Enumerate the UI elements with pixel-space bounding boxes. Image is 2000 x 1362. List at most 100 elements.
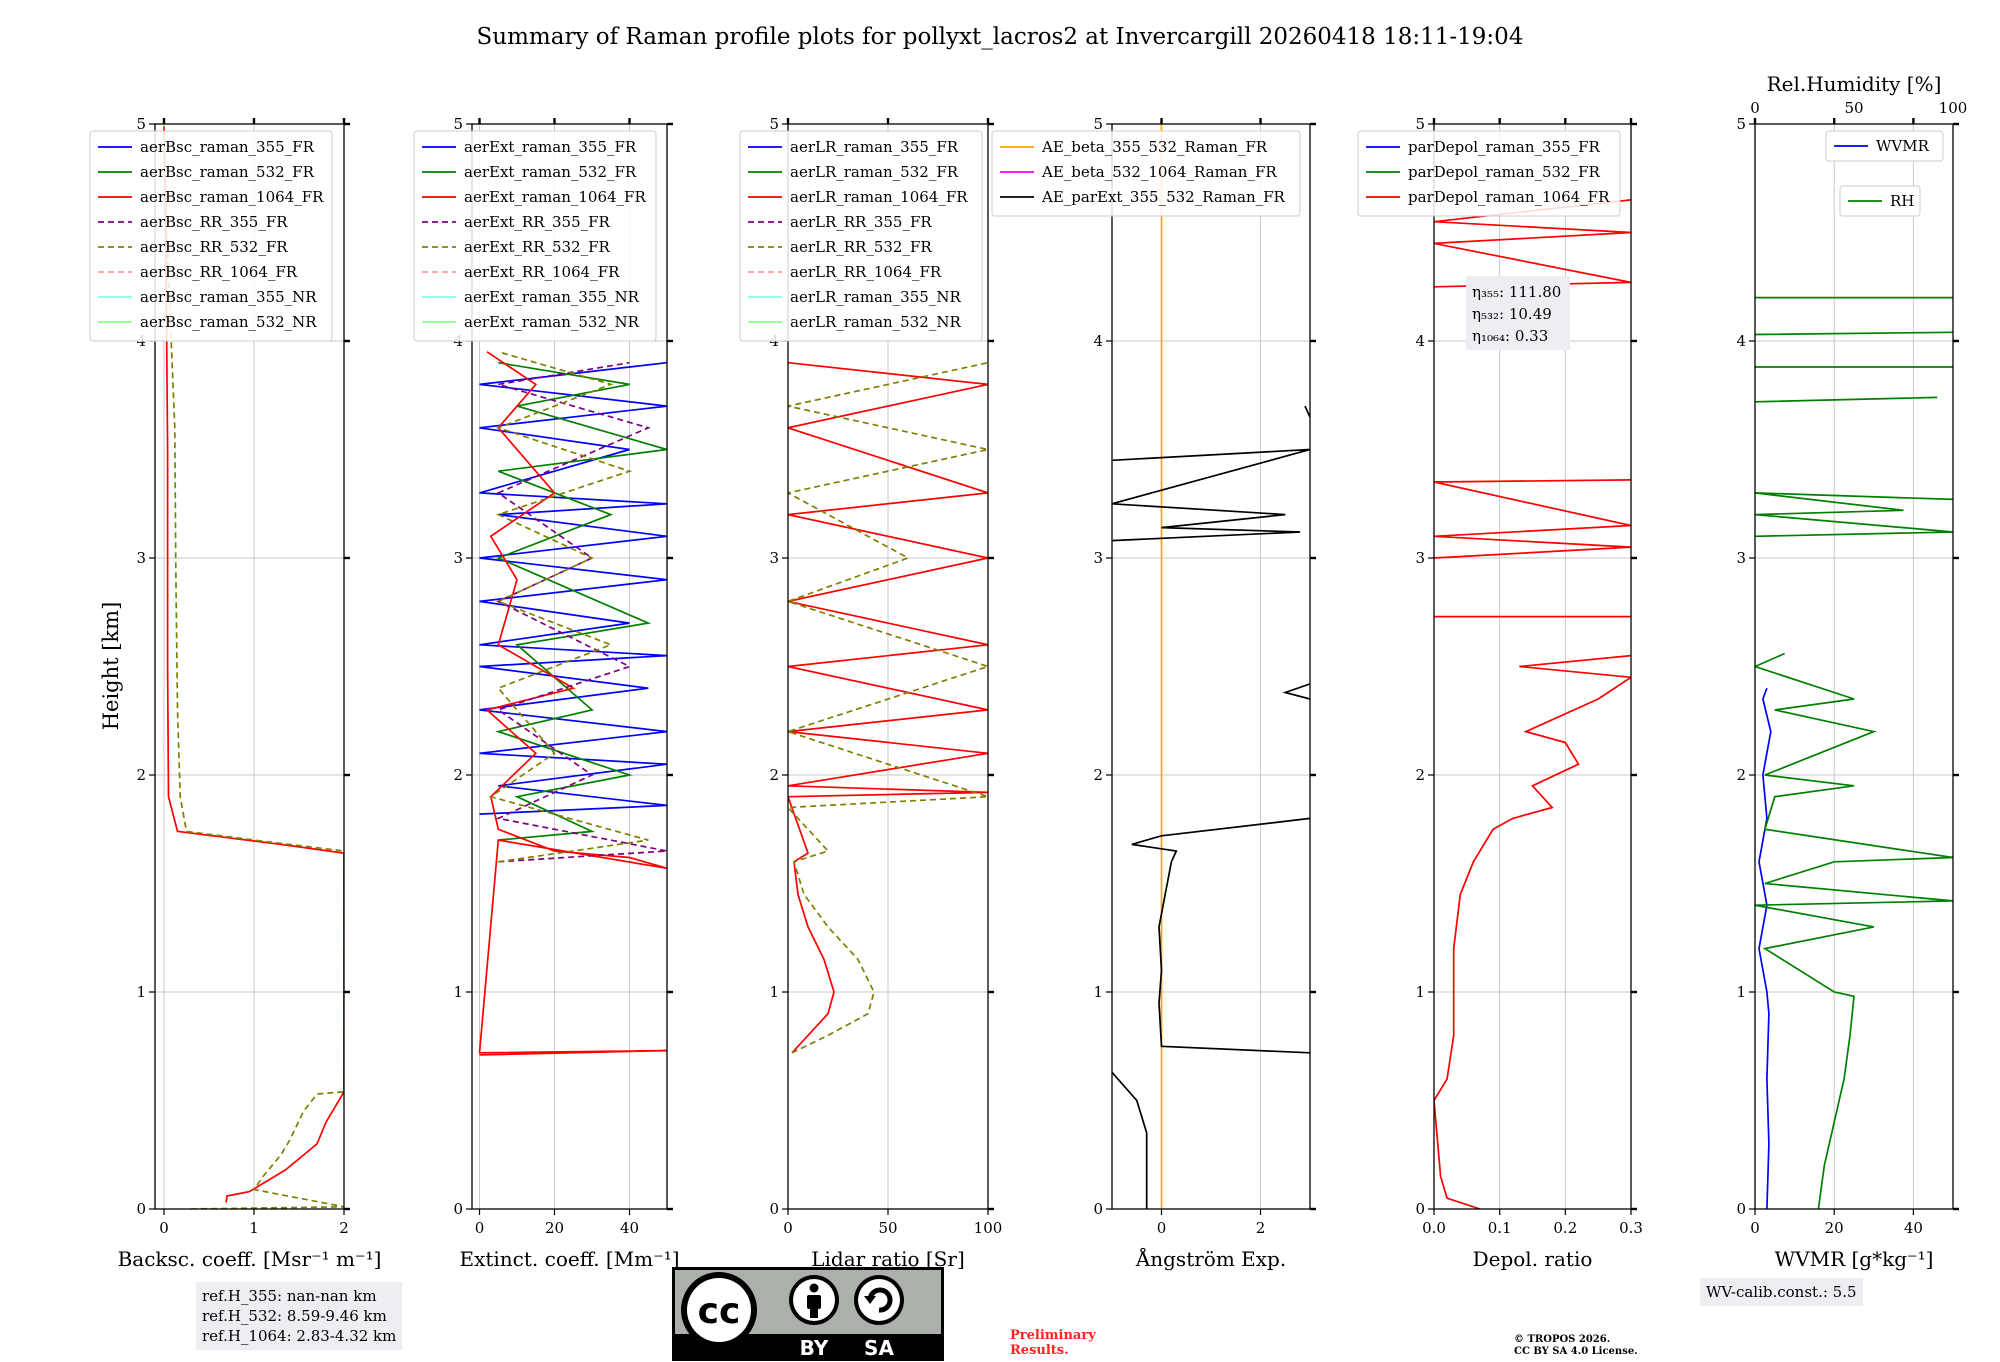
axes-frame	[1754, 123, 1954, 1210]
legend-entry: parDepol_raman_532_FR	[1408, 163, 1601, 181]
top-x-axis-label: Rel.Humidity [%]	[1767, 72, 1942, 96]
y-tick-label: 4	[1093, 332, 1103, 350]
legend-entry: aerLR_RR_1064_FR	[790, 263, 942, 281]
y-tick-label: 4	[1415, 332, 1425, 350]
axes-frame	[154, 123, 345, 1210]
eta-value: η₃₅₅: 111.80	[1472, 283, 1561, 301]
legend-entry: parDepol_raman_1064_FR	[1408, 188, 1610, 206]
eta-value: η₅₃₂: 10.49	[1472, 305, 1552, 323]
legend-entry: aerBsc_RR_1064_FR	[140, 263, 298, 281]
series-line-aerExt_raman_532_FR	[495, 361, 667, 841]
legend-entry: parDepol_raman_355_FR	[1408, 138, 1601, 156]
y-tick-label: 5	[453, 115, 463, 133]
series-line-aerBsc_RR_532_FR	[163, 126, 344, 1209]
y-tick-label: 0	[1415, 1200, 1425, 1218]
annotation-bg	[1466, 276, 1570, 350]
legend-entry: aerLR_raman_355_FR	[790, 138, 959, 156]
legend-entry: aerBsc_RR_355_FR	[140, 213, 288, 231]
y-tick-label: 0	[136, 1200, 146, 1218]
panel-lr: 012345050100Lidar ratio [Sr]aerLR_raman_…	[739, 115, 1003, 1271]
cc-logo-icon: cc	[681, 1272, 757, 1348]
y-tick-label: 2	[453, 766, 463, 784]
axes-frame	[1111, 123, 1311, 1210]
y-tick-label: 1	[1093, 983, 1103, 1001]
x-axis-label: WVMR [g*kg⁻¹]	[1775, 1247, 1934, 1271]
legend-entry: RH	[1890, 192, 1914, 210]
x-tick-label: 20	[545, 1219, 564, 1237]
legend-entry: aerBsc_RR_532_FR	[140, 238, 288, 256]
x-tick-label: 40	[1904, 1219, 1923, 1237]
legend-entry: aerExt_raman_532_NR	[464, 313, 640, 331]
x-tick-label: 2	[339, 1219, 349, 1237]
x-axis-label: Backsc. coeff. [Msr⁻¹ m⁻¹]	[118, 1247, 382, 1271]
y-tick-label: 0	[1093, 1200, 1103, 1218]
legend-entry: aerBsc_raman_532_NR	[140, 313, 317, 331]
wv-calib-box: WV-calib.const.: 5.5	[1700, 1278, 1863, 1306]
top-x-tick-label: 50	[1844, 99, 1863, 117]
x-tick-label: 1	[249, 1219, 259, 1237]
series-line-parDepol_raman_1064_FR	[1434, 199, 1631, 1209]
legend-lr: aerLR_raman_355_FR aerLR_raman_532_FR aerL…	[739, 130, 983, 342]
y-tick-label: 0	[1736, 1200, 1746, 1218]
legend-depol: parDepol_raman_355_FR parDepol_raman_532_…	[1357, 130, 1621, 217]
y-tick-label: 3	[453, 549, 463, 567]
legend-entry: AE_parExt_355_532_Raman_FR	[1041, 188, 1286, 206]
x-tick-label: 0	[1750, 1219, 1760, 1237]
badge-sa-label: SA	[864, 1336, 894, 1360]
legend-frame	[1357, 130, 1621, 217]
axes-frame	[1433, 123, 1632, 1210]
y-tick-label: 2	[1736, 766, 1746, 784]
legend-entry: AE_beta_355_532_Raman_FR	[1041, 138, 1268, 156]
legend-entry: aerExt_raman_355_FR	[464, 138, 637, 156]
legend-entry: aerExt_RR_355_FR	[464, 213, 611, 231]
legend-entry: aerLR_raman_532_FR	[790, 163, 959, 181]
legend-frame	[413, 130, 657, 342]
axes-frame	[471, 123, 668, 1210]
y-tick-label: 1	[1736, 983, 1746, 1001]
legend-frame	[739, 130, 983, 342]
y-tick-label: 5	[1415, 115, 1425, 133]
x-tick-label: 40	[620, 1219, 639, 1237]
y-tick-label: 0	[769, 1200, 779, 1218]
top-x-tick-label: 100	[1939, 99, 1968, 117]
series-line-AE_parExt_355_532_Raman_FR	[1112, 405, 1310, 1209]
preliminary-line-1: Preliminary	[1010, 1328, 1096, 1343]
ref-height-355: ref.H_355: nan-nan km	[202, 1287, 377, 1305]
legend-rh: RH	[1839, 185, 1921, 217]
series-line-aerExt_RR_355_FR	[495, 361, 667, 863]
copyright-notice: © TROPOS 2026. CC BY SA 4.0 License.	[1514, 1334, 1638, 1358]
legend-entry: aerExt_raman_1064_FR	[464, 188, 646, 206]
panel-depol: 0 1 2 3 4 5 0.0 0.1 0.2 0.3 Depol. ratio parDepol_r…	[1357, 115, 1643, 1271]
y-tick-label: 1	[453, 983, 463, 1001]
top-x-tick-label: 0	[1750, 99, 1760, 117]
y-tick-label: 3	[1736, 549, 1746, 567]
x-tick-label: 0.0	[1422, 1219, 1446, 1237]
series-line-aerExt_raman_355_FR	[479, 361, 667, 815]
y-tick-label: 3	[1415, 549, 1425, 567]
y-tick-label: 2	[1093, 766, 1103, 784]
legend-entry: aerBsc_raman_532_FR	[140, 163, 315, 181]
legend-frame	[991, 130, 1301, 217]
x-tick-label: 100	[974, 1219, 1003, 1237]
svg-text:cc: cc	[698, 1291, 741, 1332]
y-tick-label: 4	[1736, 332, 1746, 350]
y-axis-label: Height [km]	[99, 602, 123, 731]
x-tick-label: 50	[878, 1219, 897, 1237]
y-tick-label: 3	[136, 549, 146, 567]
y-tick-label: 2	[769, 766, 779, 784]
legend-entry: aerLR_RR_532_FR	[790, 238, 932, 256]
panel-ae: 0 1 2 3 4 5 0 2 Ångström Exp. AE_beta_355_532_Ram…	[991, 115, 1316, 1271]
copyright-line-2: CC BY SA 4.0 License.	[1514, 1346, 1638, 1357]
y-tick-label: 3	[1093, 549, 1103, 567]
x-tick-label: 0.1	[1488, 1219, 1512, 1237]
figure-title: Summary of Raman profile plots for polly…	[477, 24, 1524, 50]
legend-frame	[1825, 130, 1944, 162]
y-tick-label: 1	[136, 983, 146, 1001]
legend-entry: aerBsc_raman_355_FR	[140, 138, 315, 156]
x-tick-label: 0.2	[1553, 1219, 1577, 1237]
legend-entry: aerLR_raman_532_NR	[790, 313, 961, 331]
depol-eta-box: η₃₅₅: 111.80 η₅₃₂: 10.49 η₁₀₆₄: 0.33	[1466, 276, 1570, 350]
y-tick-label: 2	[136, 766, 146, 784]
